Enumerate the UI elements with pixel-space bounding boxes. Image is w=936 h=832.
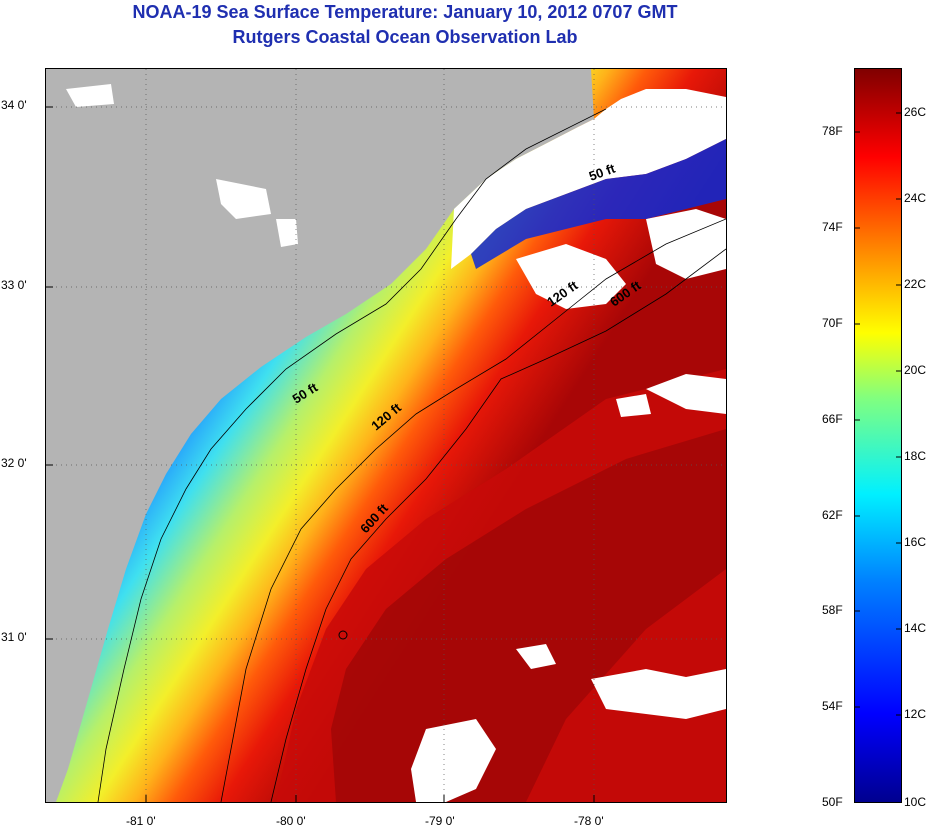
cbar-c-10: 10C <box>904 795 927 809</box>
cbar-f-54: 54F <box>822 699 843 713</box>
cbar-f-70: 70F <box>822 316 843 330</box>
land <box>46 69 594 802</box>
cbar-f-50: 50F <box>822 795 843 809</box>
isobaths <box>97 108 726 802</box>
lat-label-31: 31 0' <box>1 630 27 644</box>
isobath-120ft <box>220 218 726 802</box>
offshore-clouds <box>66 84 726 802</box>
sst-map: 50 ft 120 ft 600 ft 50 ft 120 ft 600 ft <box>45 68 727 803</box>
tick-marks <box>46 106 595 802</box>
colorbar-ticks <box>855 112 901 716</box>
cbar-c-14: 14C <box>904 621 927 635</box>
lon-label-79: -79 0' <box>425 814 455 828</box>
cbar-f-58: 58F <box>822 603 843 617</box>
graticule <box>46 69 726 802</box>
cbar-c-16: 16C <box>904 535 927 549</box>
map-title: NOAA-19 Sea Surface Temperature: January… <box>132 2 678 22</box>
cbar-f-78: 78F <box>822 124 843 138</box>
cbar-c-24: 24C <box>904 191 927 205</box>
warm-core <box>331 429 726 802</box>
sst-map-image: 50 ft 120 ft 600 ft 50 ft 120 ft 600 ft <box>46 69 726 802</box>
colorbar <box>854 68 902 803</box>
isobath-600ft <box>270 248 726 802</box>
lon-label-81: -81 0' <box>126 814 156 828</box>
isobath-50ft <box>97 108 607 802</box>
cloud-north-patches <box>516 209 726 309</box>
colorbar-gradient <box>855 69 901 802</box>
lat-label-33: 33 0' <box>1 278 27 292</box>
lat-label-34: 34 0' <box>1 98 27 112</box>
cbar-f-66: 66F <box>822 412 843 426</box>
cloud-coastal-north <box>451 89 726 269</box>
cbar-c-18: 18C <box>904 449 927 463</box>
lon-label-78: -78 0' <box>574 814 604 828</box>
cold-band-north <box>471 139 726 269</box>
cbar-c-12: 12C <box>904 707 927 721</box>
map-subtitle: Rutgers Coastal Ocean Observation Lab <box>232 27 578 47</box>
cbar-c-26: 26C <box>904 105 927 119</box>
lat-label-32: 32 0' <box>1 456 27 470</box>
cbar-c-22: 22C <box>904 277 927 291</box>
cbar-f-74: 74F <box>822 220 843 234</box>
buoy-marker <box>338 630 348 640</box>
cbar-f-62: 62F <box>822 508 843 522</box>
cbar-c-20: 20C <box>904 363 927 377</box>
lon-label-80: -80 0' <box>276 814 306 828</box>
